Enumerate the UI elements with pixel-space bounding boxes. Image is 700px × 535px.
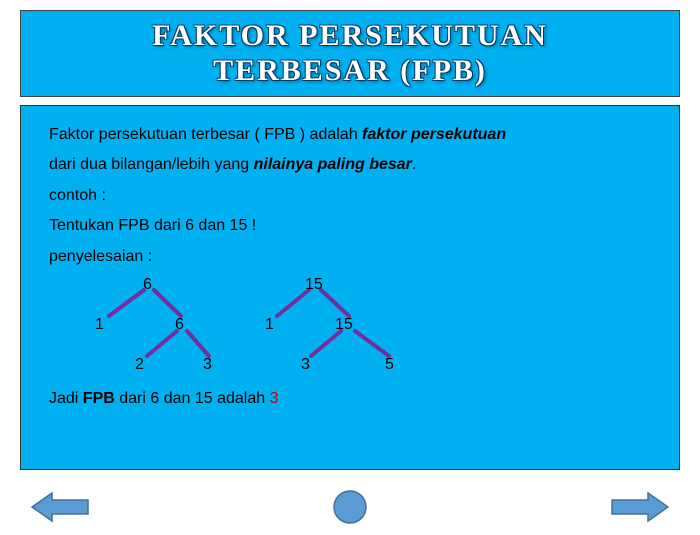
text-bold: nilainya paling besar <box>254 156 412 173</box>
node-root: 15 <box>305 270 323 300</box>
node-r1: 15 <box>335 310 353 340</box>
title-banner: FAKTOR PERSEKUTUAN TERBESAR (FPB) <box>20 10 680 97</box>
solution-label: penyelesaian : <box>49 242 659 272</box>
tree-6: 6 1 6 2 3 <box>89 274 219 384</box>
text-bold: faktor persekutuan <box>362 126 506 143</box>
text: Faktor persekutuan terbesar ( FPB ) adal… <box>49 126 362 143</box>
text: Jadi <box>49 390 83 407</box>
text: . <box>412 156 416 173</box>
tree-15: 15 1 15 3 5 <box>259 274 409 384</box>
factor-trees: 6 1 6 2 3 15 1 15 3 5 <box>49 274 659 384</box>
title-line2: TERBESAR (FPB) <box>213 54 487 87</box>
example-label: contoh : <box>49 181 659 211</box>
definition-line2: dari dua bilangan/lebih yang nilainya pa… <box>49 150 659 180</box>
content-panel: Faktor persekutuan terbesar ( FPB ) adal… <box>20 105 680 470</box>
next-button[interactable] <box>610 489 670 525</box>
tree-6-lines <box>89 274 219 384</box>
conclusion: Jadi FPB dari 6 dan 15 adalah 3 <box>49 384 659 414</box>
text: dari 6 dan 15 adalah <box>115 390 270 407</box>
definition-line1: Faktor persekutuan terbesar ( FPB ) adal… <box>49 120 659 150</box>
node-r2: 5 <box>385 350 394 380</box>
text-red: 3 <box>270 390 279 407</box>
node-l2: 3 <box>301 350 310 380</box>
node-root: 6 <box>143 270 152 300</box>
node-l1: 1 <box>265 310 274 340</box>
nav-bar <box>0 487 700 527</box>
node-l2: 2 <box>135 350 144 380</box>
text: dari dua bilangan/lebih yang <box>49 156 254 173</box>
text-bold: FPB <box>83 390 115 407</box>
home-button[interactable] <box>330 487 370 527</box>
title-line1: FAKTOR PERSEKUTUAN <box>152 19 548 52</box>
node-r2: 3 <box>203 350 212 380</box>
prev-button[interactable] <box>30 489 90 525</box>
title-text: FAKTOR PERSEKUTUAN TERBESAR (FPB) <box>21 19 679 88</box>
example-question: Tentukan FPB dari 6 dan 15 ! <box>49 211 659 241</box>
node-r1: 6 <box>175 310 184 340</box>
node-l1: 1 <box>95 310 104 340</box>
